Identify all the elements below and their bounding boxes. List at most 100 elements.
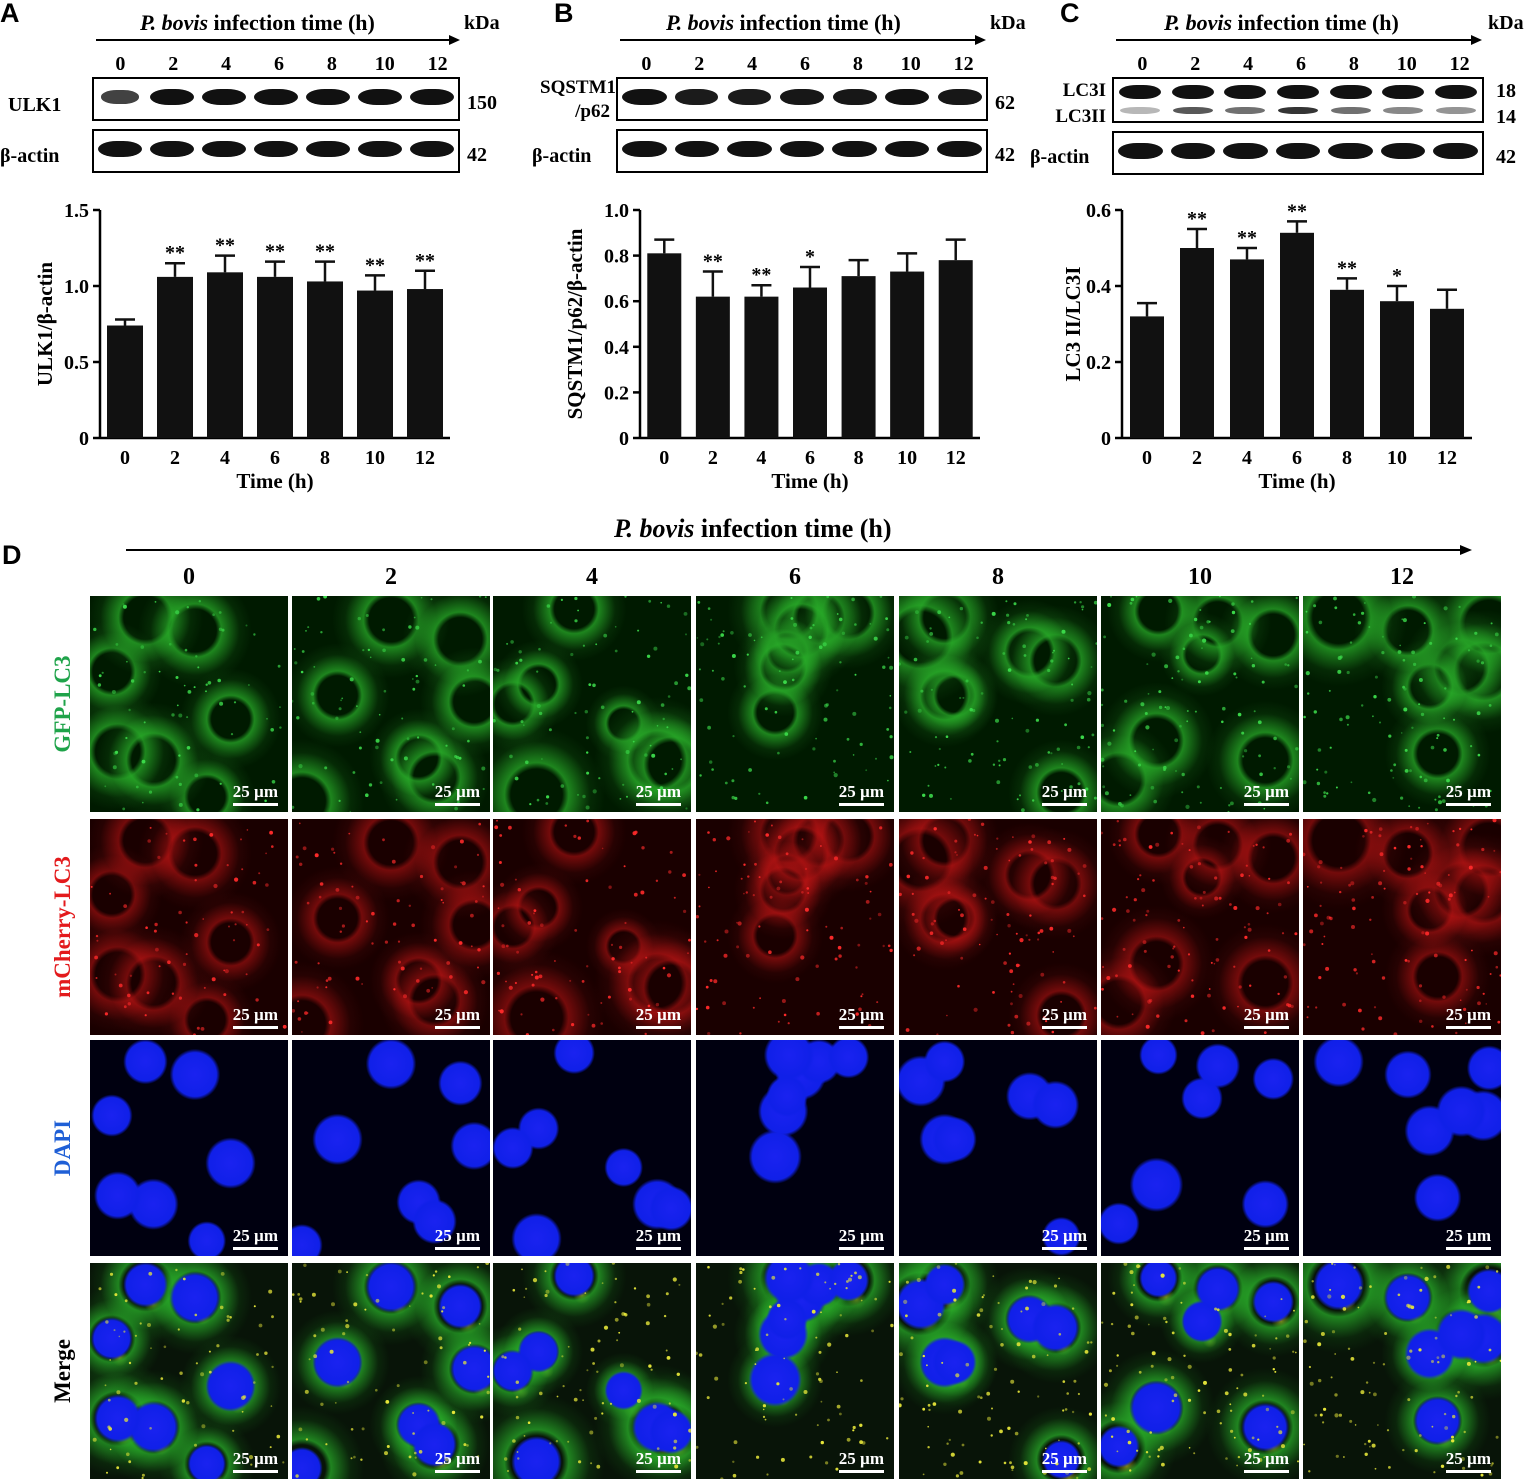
lane-label: 4 [747, 53, 758, 75]
punctum [1250, 600, 1254, 603]
punctum [1321, 943, 1324, 945]
punctum [860, 1299, 863, 1302]
punctum [1471, 949, 1473, 952]
punctum [711, 669, 714, 672]
lane-label: 2 [694, 53, 705, 75]
punctum [1025, 934, 1028, 937]
punctum [653, 646, 658, 651]
punctum [1190, 994, 1195, 998]
punctum [614, 1277, 618, 1281]
punctum [1334, 606, 1338, 610]
punctum [1175, 655, 1180, 660]
punctum [1077, 1442, 1080, 1445]
punctum [92, 1437, 97, 1442]
punctum [382, 628, 385, 632]
punctum [747, 875, 750, 878]
punctum [299, 862, 303, 866]
scale-bar-line [635, 1247, 681, 1250]
punctum [1286, 1334, 1290, 1338]
punctum [899, 1352, 903, 1357]
punctum [310, 692, 315, 696]
punctum [787, 1022, 790, 1025]
punctum [147, 1323, 151, 1327]
blot-band [201, 89, 247, 105]
punctum [570, 652, 574, 657]
punctum [516, 950, 519, 954]
punctum [1208, 988, 1211, 990]
panel-a-header: P. bovis infection time (h) [140, 10, 375, 36]
punctum [1339, 890, 1342, 894]
punctum [1032, 1280, 1037, 1285]
punctum [203, 986, 206, 989]
punctum [1408, 805, 1411, 808]
y-tick-label: 0.6 [604, 291, 629, 313]
punctum [216, 1344, 220, 1348]
punctum [1404, 959, 1408, 962]
punctum [1230, 1429, 1234, 1433]
punctum [1323, 791, 1326, 794]
punctum [1025, 728, 1030, 733]
scale-bar-label: 25 µm [838, 1005, 884, 1024]
punctum [1103, 635, 1106, 639]
punctum [1418, 1434, 1422, 1437]
punctum [569, 979, 572, 982]
punctum [478, 1323, 481, 1325]
punctum [1199, 625, 1204, 630]
punctum [1002, 652, 1006, 655]
punctum [158, 670, 161, 673]
punctum [1329, 1288, 1332, 1291]
punctum [1323, 794, 1327, 798]
punctum [704, 940, 707, 943]
punctum [834, 957, 838, 961]
punctum [774, 710, 778, 714]
punctum [1233, 1436, 1236, 1439]
punctum [1318, 976, 1322, 980]
punctum [816, 1272, 820, 1276]
punctum [521, 1268, 523, 1271]
punctum [961, 1443, 965, 1447]
punctum [1053, 649, 1055, 652]
punctum [523, 1435, 526, 1437]
y-tick-label: 0 [1101, 428, 1111, 450]
punctum [1443, 748, 1447, 752]
punctum [392, 1328, 396, 1332]
kda-value: 14 [1496, 106, 1516, 128]
punctum [400, 966, 405, 971]
punctum [1277, 992, 1280, 996]
punctum [1104, 1414, 1107, 1417]
punctum [1460, 1457, 1465, 1461]
punctum [241, 868, 244, 871]
punctum [226, 864, 229, 867]
punctum [938, 747, 941, 751]
punctum [1339, 717, 1343, 722]
punctum [1011, 717, 1014, 720]
bar [307, 281, 343, 438]
punctum [926, 640, 929, 643]
punctum [683, 612, 688, 616]
punctum [904, 710, 908, 714]
punctum [536, 798, 540, 802]
punctum [712, 1324, 717, 1329]
y-tick-label: 0.4 [604, 337, 629, 359]
y-tick-label: 1.5 [64, 200, 89, 222]
punctum [1171, 1331, 1175, 1335]
punctum [676, 1372, 680, 1376]
punctum [1263, 807, 1266, 810]
punctum [879, 826, 883, 830]
punctum [1357, 621, 1362, 625]
punctum [520, 720, 524, 724]
punctum [600, 1002, 603, 1004]
punctum [655, 1002, 660, 1007]
punctum [812, 624, 815, 627]
punctum [1183, 926, 1185, 929]
punctum [1295, 596, 1298, 600]
punctum [118, 1335, 121, 1338]
scale-bar: 25 µm [1041, 1005, 1087, 1029]
punctum [771, 1275, 776, 1280]
punctum [306, 901, 310, 905]
punctum [533, 909, 537, 912]
punctum [1437, 1361, 1440, 1364]
punctum [271, 845, 274, 848]
punctum [1088, 1412, 1092, 1416]
punctum [115, 643, 119, 646]
